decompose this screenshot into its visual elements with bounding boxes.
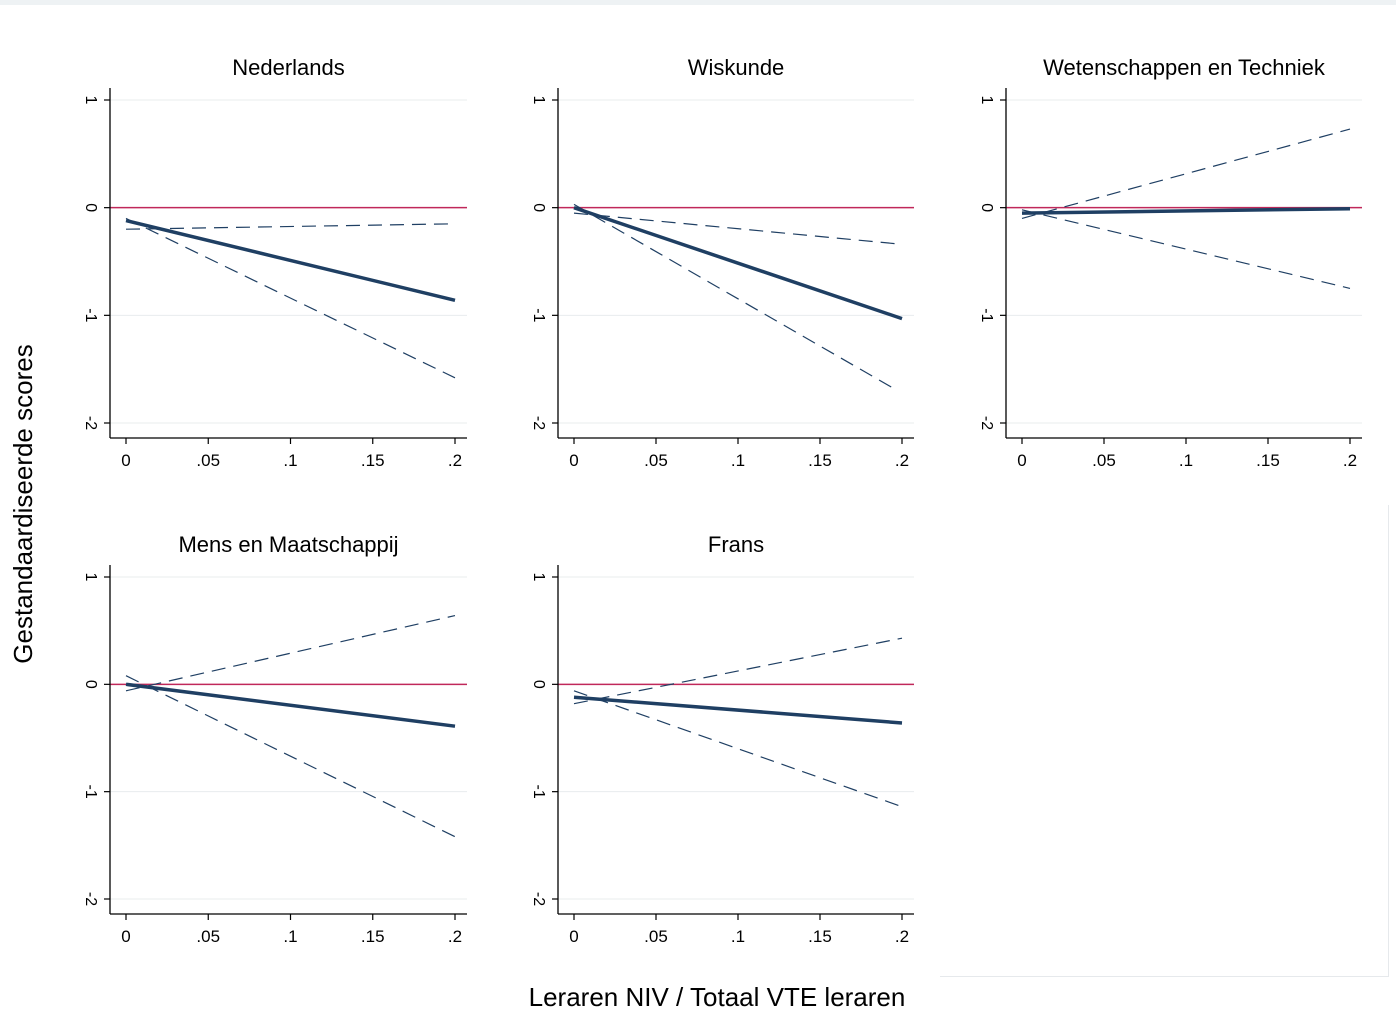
panel-title: Frans <box>708 532 764 557</box>
panel-title: Wetenschappen en Techniek <box>1043 55 1326 80</box>
x-tick-label: 0 <box>569 451 578 470</box>
series-ci-lower <box>573 690 903 808</box>
x-tick-label: 0 <box>121 451 130 470</box>
y-tick-label: 1 <box>82 573 99 582</box>
panel-title: Wiskunde <box>688 55 785 80</box>
x-tick-label: .15 <box>808 451 832 470</box>
y-tick-label: -2 <box>978 416 995 430</box>
panel-5: Frans 1 0 -1 -2 0 .05 .1 .15 .2 <box>530 532 914 946</box>
x-tick-label: .2 <box>448 451 462 470</box>
y-tick-label: -1 <box>82 785 99 799</box>
y-tick-label: -1 <box>978 308 995 322</box>
series-ci-upper <box>573 637 903 705</box>
series-estimate <box>573 206 903 321</box>
series-ci-upper <box>125 223 456 230</box>
series-estimate <box>1021 206 1351 215</box>
y-tick-label: 0 <box>978 203 995 212</box>
y-tick-label: 1 <box>530 96 547 105</box>
series-estimate <box>573 695 903 725</box>
chart-panels: Nederlands 1 0 -1 -2 0 .05 .1 .15 .2 Wiskunde 1 0 -1 -… <box>82 55 1362 946</box>
series-ci-upper <box>1021 128 1351 219</box>
empty-panel-frame <box>940 505 1389 977</box>
series-estimate <box>125 682 456 728</box>
x-tick-label: 0 <box>1017 451 1026 470</box>
y-tick-label: -1 <box>530 785 547 799</box>
figure-y-axis-label: Gestandaardiseerde scores <box>8 344 38 663</box>
x-tick-label: 0 <box>121 927 130 946</box>
y-tick-label: 1 <box>82 96 99 105</box>
x-tick-label: .15 <box>361 927 385 946</box>
x-tick-label: .05 <box>644 451 668 470</box>
y-tick-label: -2 <box>82 892 99 906</box>
x-tick-label: .05 <box>196 927 220 946</box>
x-tick-label: .2 <box>448 927 462 946</box>
x-tick-label: .1 <box>283 927 297 946</box>
y-tick-label: 0 <box>82 203 99 212</box>
series-ci-upper <box>125 615 456 692</box>
series-ci-lower <box>573 203 895 390</box>
y-tick-label: 0 <box>82 680 99 689</box>
x-tick-label: .05 <box>196 451 220 470</box>
series-ci-lower <box>125 217 456 379</box>
x-tick-label: .15 <box>361 451 385 470</box>
x-tick-label: .15 <box>1256 451 1280 470</box>
panel-4: Mens en Maatschappij 1 0 -1 -2 0 .05 .1 .15 .2 <box>82 532 467 946</box>
y-tick-label: -2 <box>82 416 99 430</box>
x-tick-label: .1 <box>731 927 745 946</box>
y-tick-label: -1 <box>530 308 547 322</box>
panel-title: Mens en Maatschappij <box>178 532 398 557</box>
series-ci-lower <box>125 675 456 838</box>
y-tick-label: 1 <box>530 573 547 582</box>
x-tick-label: .1 <box>731 451 745 470</box>
series-estimate <box>125 218 456 303</box>
y-tick-label: 0 <box>530 680 547 689</box>
x-tick-label: .2 <box>895 451 909 470</box>
x-tick-label: .05 <box>1092 451 1116 470</box>
x-tick-label: .1 <box>1179 451 1193 470</box>
x-tick-label: .05 <box>644 927 668 946</box>
x-tick-label: .15 <box>808 927 832 946</box>
y-tick-label: -2 <box>530 892 547 906</box>
top-border-strip <box>0 0 1396 5</box>
panel-title: Nederlands <box>232 55 345 80</box>
y-tick-label: -1 <box>82 308 99 322</box>
figure-x-axis-label: Leraren NIV / Totaal VTE leraren <box>529 982 906 1012</box>
panel-1: Nederlands 1 0 -1 -2 0 .05 .1 .15 .2 <box>82 55 467 470</box>
panel-3: Wetenschappen en Techniek 1 0 -1 -2 0 .05 .1 .15… <box>978 55 1362 470</box>
y-tick-label: 0 <box>530 203 547 212</box>
x-tick-label: 0 <box>569 927 578 946</box>
x-tick-label: .1 <box>283 451 297 470</box>
x-tick-label: .2 <box>1343 451 1357 470</box>
x-tick-label: .2 <box>895 927 909 946</box>
panel-2: Wiskunde 1 0 -1 -2 0 .05 .1 .15 .2 <box>530 55 914 470</box>
y-tick-label: 1 <box>978 96 995 105</box>
series-ci-lower <box>1021 209 1351 289</box>
y-tick-label: -2 <box>530 416 547 430</box>
series-ci-upper <box>573 212 903 245</box>
